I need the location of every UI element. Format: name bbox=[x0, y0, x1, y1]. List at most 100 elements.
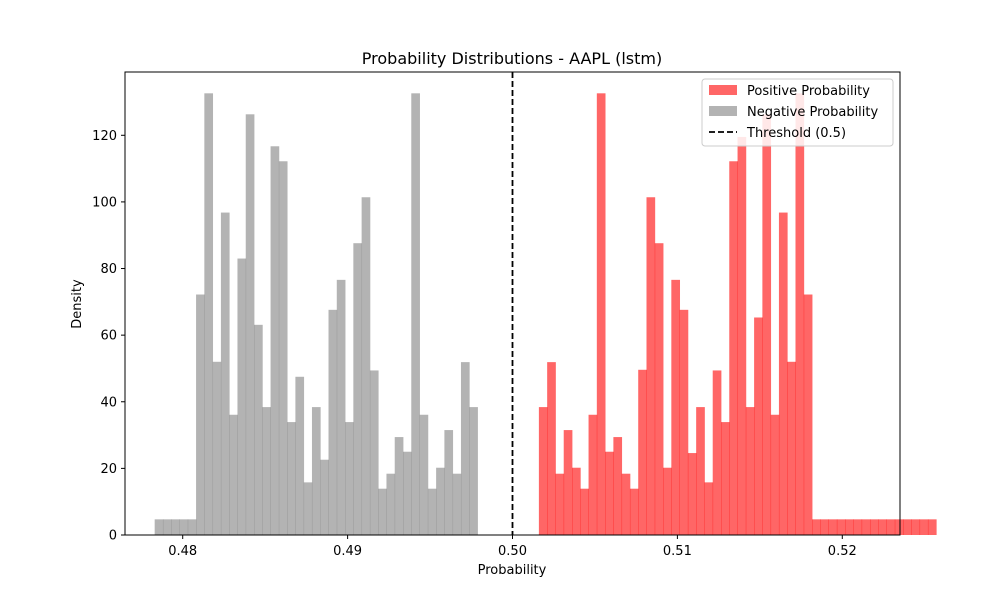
bar-negative-9 bbox=[229, 414, 238, 535]
bar-positive-13 bbox=[646, 197, 656, 535]
bar-positive-8 bbox=[605, 451, 614, 535]
bar-negative-23 bbox=[345, 422, 354, 535]
bar-negative-32 bbox=[419, 414, 429, 535]
bar-negative-38 bbox=[469, 407, 478, 535]
y-tick-label-0: 0 bbox=[109, 529, 117, 544]
bar-negative-37 bbox=[460, 362, 470, 535]
bar-positive-45 bbox=[911, 519, 921, 535]
bar-negative-15 bbox=[278, 161, 288, 536]
bar-negative-24 bbox=[353, 243, 363, 535]
bar-positive-12 bbox=[638, 369, 647, 535]
bar-positive-28 bbox=[770, 414, 780, 535]
x-axis: 0.48 0.49 0.50 0.51 0.52 bbox=[168, 535, 857, 559]
y-tick-label-5: 100 bbox=[92, 195, 117, 210]
bar-negative-2 bbox=[171, 519, 180, 535]
bar-negative-1 bbox=[162, 519, 172, 535]
x-tick-label-0: 0.48 bbox=[168, 544, 197, 559]
bar-negative-36 bbox=[452, 473, 462, 535]
bar-negative-10 bbox=[237, 258, 247, 535]
bar-negative-13 bbox=[262, 407, 271, 535]
bar-positive-23 bbox=[729, 161, 738, 536]
bar-negative-28 bbox=[386, 473, 396, 535]
bar-positive-42 bbox=[886, 519, 896, 535]
bar-positive-21 bbox=[712, 370, 722, 535]
bar-negative-0 bbox=[154, 519, 164, 535]
bar-positive-44 bbox=[903, 519, 912, 535]
legend-label-threshold: Threshold (0.5) bbox=[746, 126, 846, 141]
bar-negative-31 bbox=[411, 93, 420, 535]
legend-swatch-negative bbox=[709, 106, 737, 116]
bar-negative-12 bbox=[254, 324, 263, 535]
bar-negative-19 bbox=[311, 407, 321, 535]
y-tick-label-3: 60 bbox=[100, 329, 117, 344]
chart-title: Probability Distributions - AAPL (lstm) bbox=[362, 49, 662, 68]
bar-negative-25 bbox=[361, 197, 371, 535]
bar-positive-40 bbox=[869, 519, 879, 535]
bar-negative-14 bbox=[270, 146, 280, 536]
bar-negative-11 bbox=[245, 114, 255, 535]
bar-negative-17 bbox=[295, 376, 305, 535]
bar-positive-25 bbox=[745, 407, 755, 535]
bar-positive-5 bbox=[580, 488, 589, 535]
bar-positive-16 bbox=[671, 279, 681, 535]
bar-negative-22 bbox=[336, 279, 346, 535]
legend-label-negative: Negative Probability bbox=[747, 105, 879, 120]
y-tick-label-1: 20 bbox=[100, 462, 117, 477]
x-tick-label-1: 0.49 bbox=[333, 544, 362, 559]
bar-positive-10 bbox=[621, 473, 631, 535]
bar-positive-20 bbox=[704, 482, 714, 535]
bar-positive-9 bbox=[613, 437, 623, 535]
bar-negative-35 bbox=[444, 430, 454, 535]
bar-positive-36 bbox=[836, 519, 846, 535]
x-tick-label-3: 0.51 bbox=[663, 544, 692, 559]
bar-positive-41 bbox=[878, 519, 887, 535]
bar-positive-7 bbox=[596, 93, 606, 535]
bar-positive-34 bbox=[820, 519, 830, 535]
bar-positive-38 bbox=[853, 519, 863, 535]
y-axis-label: Density bbox=[70, 279, 85, 329]
bar-positive-4 bbox=[571, 467, 581, 535]
x-tick-label-4: 0.52 bbox=[828, 544, 857, 559]
y-tick-label-2: 40 bbox=[100, 395, 117, 410]
bar-positive-47 bbox=[927, 519, 937, 535]
y-tick-label-4: 80 bbox=[100, 262, 117, 277]
bar-positive-32 bbox=[803, 294, 813, 535]
bar-positive-33 bbox=[812, 519, 821, 535]
bar-negative-16 bbox=[287, 422, 296, 535]
bar-positive-43 bbox=[894, 519, 904, 535]
bars-layer bbox=[154, 93, 937, 536]
legend-swatch-positive bbox=[709, 85, 737, 95]
bar-positive-30 bbox=[787, 361, 796, 535]
bar-positive-39 bbox=[861, 519, 871, 535]
bar-negative-7 bbox=[212, 361, 222, 535]
bar-positive-27 bbox=[762, 114, 772, 535]
bar-negative-18 bbox=[303, 482, 313, 535]
bar-positive-0 bbox=[538, 407, 548, 535]
x-axis-label: Probability bbox=[478, 563, 547, 578]
bar-negative-5 bbox=[196, 294, 205, 535]
bar-positive-18 bbox=[687, 453, 697, 535]
y-axis: 0 20 40 60 80 100 120 bbox=[92, 129, 125, 544]
legend-label-positive: Positive Probability bbox=[747, 84, 870, 99]
x-tick-label-2: 0.50 bbox=[498, 544, 527, 559]
bar-negative-33 bbox=[427, 488, 437, 535]
bar-positive-35 bbox=[828, 519, 838, 535]
bar-negative-6 bbox=[204, 93, 214, 535]
bar-negative-29 bbox=[394, 437, 404, 535]
bar-positive-3 bbox=[563, 430, 573, 535]
bar-positive-24 bbox=[737, 136, 747, 535]
bar-positive-2 bbox=[555, 473, 565, 535]
legend: Positive Probability Negative Probabilit… bbox=[701, 78, 894, 147]
bar-positive-11 bbox=[629, 488, 639, 535]
bar-positive-37 bbox=[845, 519, 854, 535]
bar-negative-21 bbox=[328, 309, 338, 535]
bar-positive-14 bbox=[654, 243, 664, 535]
bar-negative-8 bbox=[220, 212, 230, 535]
bar-negative-30 bbox=[403, 451, 412, 535]
bar-positive-46 bbox=[919, 519, 929, 535]
bar-positive-31 bbox=[795, 93, 805, 535]
bar-negative-27 bbox=[378, 488, 387, 535]
bar-positive-17 bbox=[679, 309, 689, 535]
bar-positive-15 bbox=[663, 467, 672, 535]
